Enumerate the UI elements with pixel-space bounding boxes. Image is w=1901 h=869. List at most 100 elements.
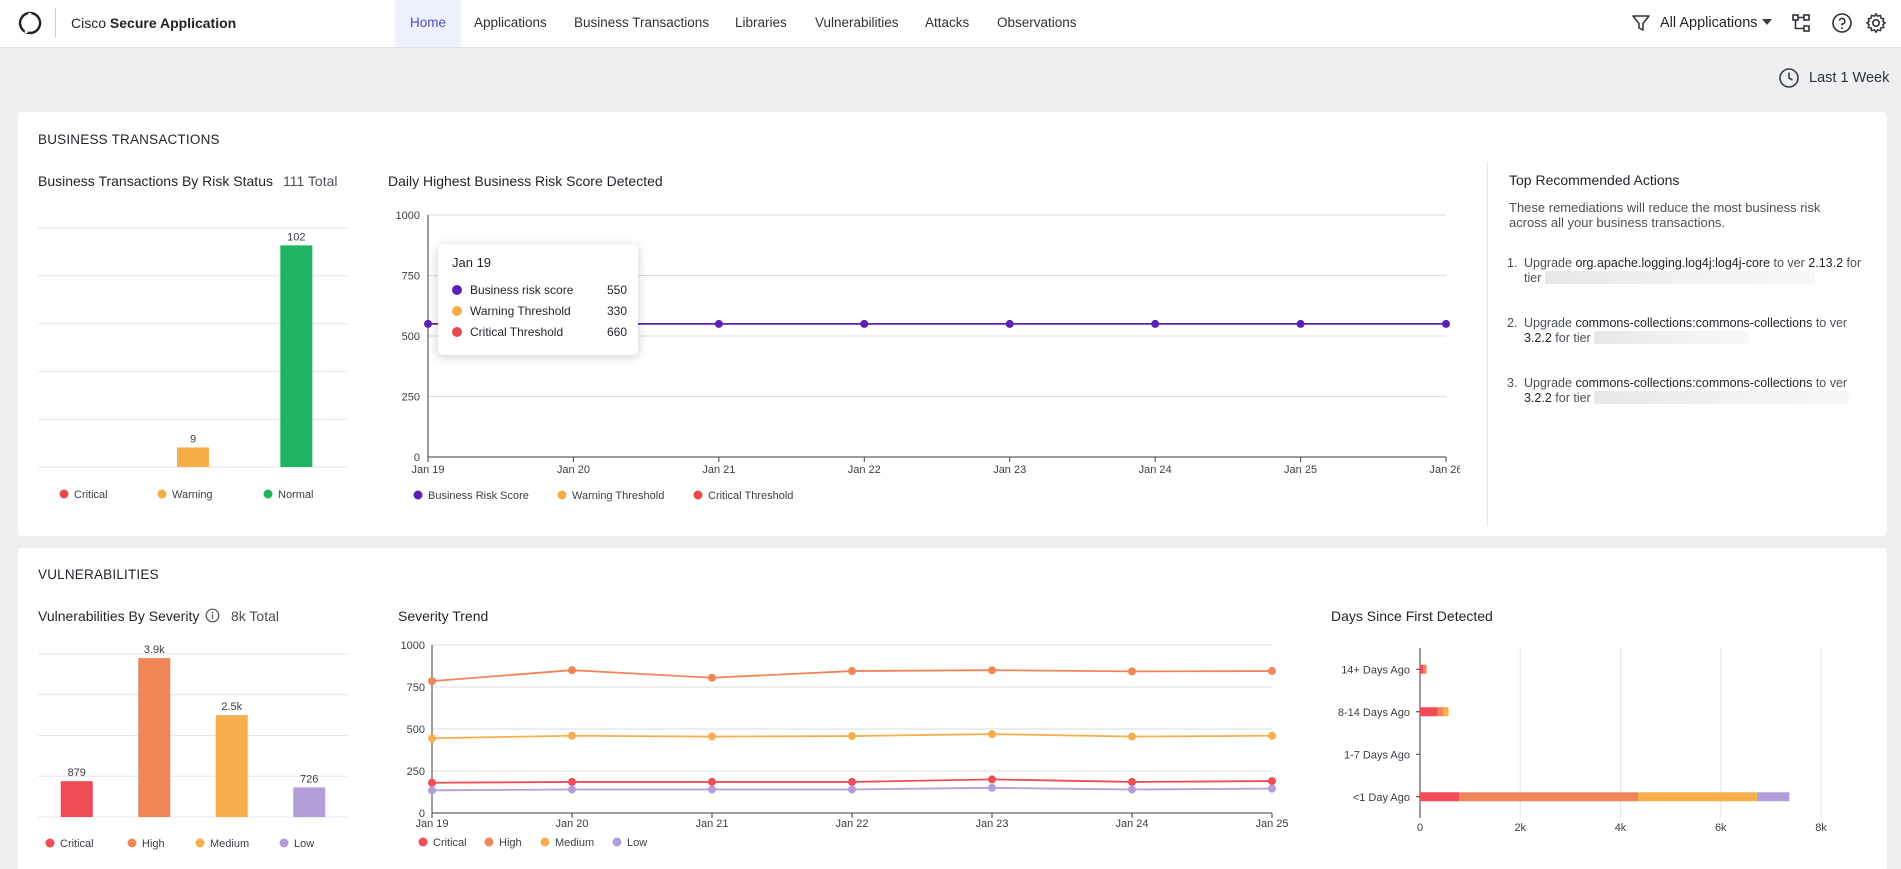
bar-normal [280, 245, 313, 467]
data-point [428, 677, 436, 686]
legend-dot [263, 489, 273, 499]
data-point [848, 732, 856, 741]
x-tick-label: Jan 22 [848, 464, 881, 476]
data-point [988, 775, 996, 784]
action-text: Upgrade commons-collections:commons-coll… [1524, 376, 1876, 406]
data-point [708, 785, 716, 794]
action-prefix: Upgrade [1524, 376, 1572, 390]
data-point [1128, 777, 1136, 786]
bar-segment-critical [1420, 707, 1438, 717]
filter-icon[interactable] [1631, 13, 1651, 33]
bar-segment-critical [1420, 792, 1460, 802]
vuln-total-count: 8k Total [231, 608, 279, 624]
action-number: 3. [1507, 376, 1518, 390]
action-text: Upgrade commons-collections:commons-coll… [1524, 316, 1876, 346]
tooltip-value: 550 [606, 283, 627, 297]
data-point [848, 785, 856, 794]
data-point [1442, 319, 1450, 328]
redacted-tier-name [1594, 331, 1750, 344]
bar-high [138, 658, 171, 817]
tooltip-row: Business risk score 550 [452, 282, 627, 298]
legend-dot [195, 838, 205, 848]
data-point [708, 777, 716, 786]
top-navigation-bar: Cisco Secure Application Home Applicatio… [0, 0, 1901, 48]
bar-segment-critical [1420, 664, 1424, 674]
action-suffix: for tier [1524, 256, 1862, 285]
bar-segment-medium [1638, 792, 1757, 802]
x-tick-label: Jan 22 [835, 818, 868, 830]
help-icon[interactable] [1831, 12, 1853, 34]
data-point [1268, 784, 1276, 793]
legend-label: Medium [555, 837, 594, 849]
data-point [1005, 319, 1014, 328]
bt-risk-trend-title: Daily Highest Business Risk Score Detect… [388, 173, 663, 189]
days-since-detected-chart: 0 2k 4k 6k 8k 14+ Days Ago 8-14 Days Ago 1-7 Da… [1338, 648, 1827, 834]
data-point [1268, 667, 1276, 676]
data-point [428, 778, 436, 787]
clock-icon[interactable] [1778, 67, 1800, 89]
x-tick-label: Jan 21 [702, 464, 735, 476]
legend-dot [279, 838, 289, 848]
bar-value-label: 879 [68, 767, 86, 779]
x-tick-label: Jan 26 [1429, 464, 1460, 476]
legend-label: Warning Threshold [572, 490, 664, 502]
vulnerabilities-panel [18, 548, 1887, 869]
action-prefix: Upgrade [1524, 316, 1572, 330]
nav-tab-business-transactions[interactable]: Business Transactions [574, 15, 710, 30]
action-version: 3.2.2 [1524, 391, 1552, 405]
chevron-down-icon[interactable] [1762, 19, 1772, 25]
legend-dot [612, 837, 622, 847]
bt-risk-status-chart: 9 102 Critical Warning Normal [38, 227, 348, 501]
action-text: Upgrade org.apache.logging.log4j:log4j-c… [1524, 256, 1876, 286]
x-tick-label: 4k [1615, 822, 1627, 834]
nav-tab-attacks[interactable]: Attacks [925, 15, 970, 30]
action-package[interactable]: commons-collections:commons-collections [1575, 376, 1813, 390]
bar-segment-high [1459, 792, 1639, 802]
x-tick-label: Jan 21 [695, 818, 728, 830]
data-point [1128, 732, 1136, 741]
nav-tab-libraries[interactable]: Libraries [735, 15, 787, 30]
data-point [848, 667, 856, 676]
nav-tab-applications[interactable]: Applications [474, 15, 547, 30]
data-point [714, 319, 723, 328]
application-selector[interactable]: All Applications [1660, 15, 1758, 31]
severity-trend-chart: 0 250 500 750 1000 Jan 19 Jan 20 Jan 21 Jan 22 Ja… [401, 640, 1289, 849]
bar-value-label: 102 [287, 231, 305, 243]
bt-risk-status-title: Business Transactions By Risk Status [38, 173, 273, 189]
bar-value-label: 2.5k [221, 701, 242, 713]
legend-label: Critical [433, 837, 467, 849]
data-point [988, 730, 996, 739]
info-icon[interactable] [205, 608, 220, 623]
x-tick-label: Jan 19 [411, 464, 444, 476]
tooltip-row: Critical Threshold 660 [452, 324, 627, 340]
time-range-selector[interactable]: Last 1 Week [1809, 70, 1890, 86]
legend-label: Warning [172, 489, 213, 501]
action-version: 3.2.2 [1524, 331, 1552, 345]
business-transactions-section-title: BUSINESS TRANSACTIONS [38, 132, 220, 147]
bar-critical [60, 781, 93, 817]
tooltip-dot [452, 306, 462, 316]
legend-label: Business Risk Score [428, 490, 529, 502]
legend-dot [413, 490, 423, 500]
data-point [708, 732, 716, 741]
action-prefix: Upgrade [1524, 256, 1572, 270]
action-package[interactable]: org.apache.logging.log4j:log4j-core [1575, 256, 1771, 270]
nav-tab-home[interactable]: Home [395, 0, 462, 47]
cisco-logo-icon[interactable] [18, 11, 42, 35]
legend-dot [45, 838, 55, 848]
legend-label: Critical [60, 838, 94, 850]
nav-tab-observations[interactable]: Observations [997, 15, 1077, 30]
data-point [708, 673, 716, 682]
action-package[interactable]: commons-collections:commons-collections [1575, 316, 1813, 330]
action-mid: to ver [1815, 376, 1848, 390]
settings-icon[interactable] [1865, 12, 1887, 34]
legend-label: Medium [210, 838, 249, 850]
legend-label: Critical Threshold [708, 490, 793, 502]
y-tick-label: 14+ Days Ago [1341, 664, 1410, 676]
tooltip-label: Warning Threshold [470, 304, 571, 318]
redacted-tier-name [1544, 271, 1815, 284]
legend-dot [59, 489, 69, 499]
nav-tab-vulnerabilities[interactable]: Vulnerabilities [815, 15, 899, 30]
topology-icon[interactable] [1790, 12, 1812, 34]
y-tick-label: <1 Day Ago [1353, 792, 1410, 804]
